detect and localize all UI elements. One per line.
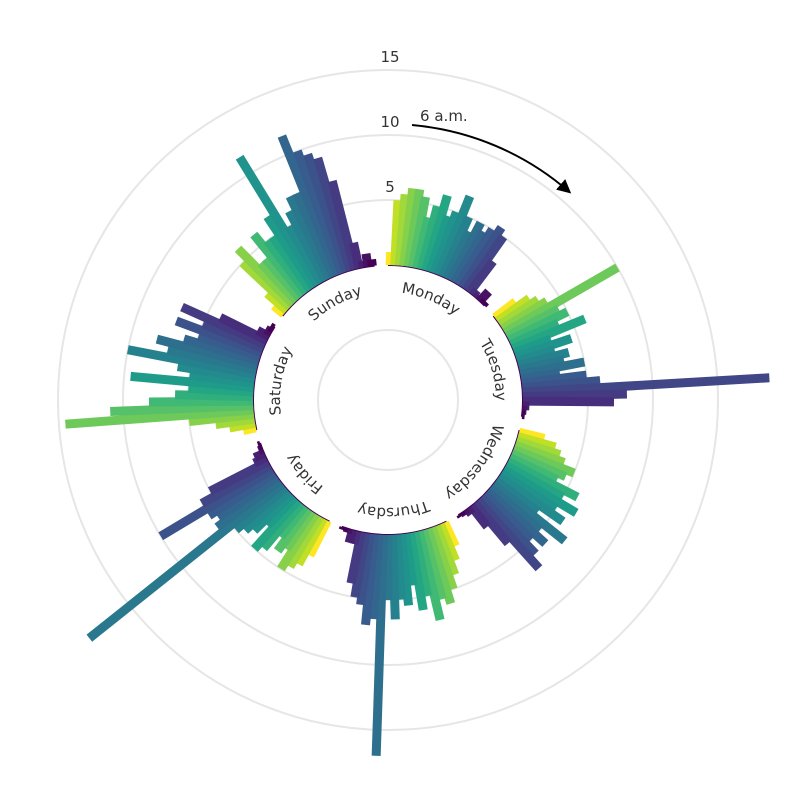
- bar: [262, 255, 303, 301]
- bar: [487, 484, 544, 534]
- bar: [476, 288, 492, 305]
- bar: [338, 526, 349, 532]
- bar: [503, 461, 566, 502]
- bar: [462, 234, 508, 293]
- bar: [218, 313, 269, 345]
- bar: [239, 259, 293, 311]
- bar: [512, 445, 576, 478]
- bar: [264, 290, 290, 315]
- bar: [521, 410, 526, 420]
- bar: [257, 445, 264, 455]
- bar: [493, 477, 541, 516]
- grid-circle: [122, 134, 654, 666]
- bar: [267, 322, 276, 333]
- bar: [371, 534, 389, 756]
- bar: [450, 229, 488, 285]
- bar: [250, 231, 307, 298]
- bar: [421, 194, 452, 272]
- bar: [277, 511, 320, 572]
- bar: [506, 457, 580, 502]
- bar: [346, 531, 366, 585]
- bar: [522, 396, 615, 407]
- bar: [361, 533, 380, 626]
- bar: [251, 497, 302, 552]
- bar: [474, 497, 543, 572]
- bar: [242, 487, 292, 534]
- bar: [201, 319, 265, 353]
- bar: [264, 494, 298, 529]
- bar: [438, 215, 473, 279]
- bar: [273, 506, 312, 554]
- day-label-text: Saturday: [266, 343, 296, 416]
- grid-circle: [317, 329, 459, 471]
- bar: [256, 440, 263, 451]
- day-label-text: Thursday: [355, 497, 432, 523]
- day-baseline: [259, 442, 330, 523]
- y-tick-label: 10: [380, 113, 399, 131]
- bar: [367, 258, 377, 267]
- day-baseline: [281, 264, 375, 317]
- annotation: 6 a.m.: [420, 107, 468, 125]
- bar: [408, 196, 430, 269]
- bar: [285, 514, 324, 570]
- day-baseline: [492, 315, 524, 417]
- bar: [501, 465, 579, 517]
- bar: [498, 469, 559, 513]
- bar: [282, 509, 316, 552]
- day-label: Tuesday: [476, 335, 510, 401]
- bar: [257, 259, 300, 305]
- bar: [496, 473, 566, 526]
- bar: [255, 326, 272, 341]
- day-baseline: [252, 326, 276, 431]
- bar: [180, 302, 267, 349]
- bar: [465, 258, 497, 296]
- bar: [155, 334, 259, 370]
- bar: [260, 500, 305, 552]
- bar: [490, 480, 568, 545]
- bar: [454, 226, 497, 288]
- bar: [182, 334, 260, 366]
- bar: [250, 491, 295, 534]
- bar: [479, 298, 490, 308]
- day-label: Saturday: [266, 343, 296, 416]
- bar: [174, 316, 264, 357]
- bar: [434, 194, 475, 277]
- annotation-arrow: [411, 124, 572, 194]
- bar: [481, 491, 535, 543]
- day-label-text: Monday: [401, 279, 464, 319]
- bar: [484, 487, 549, 547]
- bar: [130, 371, 254, 393]
- day-baseline: [387, 264, 486, 307]
- day-baseline: [341, 520, 448, 536]
- bar: [126, 345, 257, 379]
- bar: [235, 154, 322, 288]
- bar: [86, 480, 286, 642]
- bar: [207, 457, 270, 496]
- bar: [232, 484, 289, 534]
- bar: [458, 224, 506, 290]
- day-label-text: Tuesday: [476, 335, 510, 401]
- grid-circle: [57, 69, 719, 731]
- bar: [294, 516, 328, 567]
- y-tick-label: 5: [385, 178, 395, 196]
- bar: [478, 494, 539, 557]
- day-label: Monday: [401, 279, 464, 319]
- bar: [446, 220, 485, 283]
- day-label: Thursday: [355, 497, 432, 523]
- bar: [166, 345, 258, 375]
- bar: [234, 245, 297, 308]
- y-tick-label: 15: [380, 48, 399, 66]
- bar: [277, 503, 309, 540]
- day-baseline: [457, 429, 521, 517]
- bar: [383, 535, 393, 600]
- bar: [456, 511, 466, 519]
